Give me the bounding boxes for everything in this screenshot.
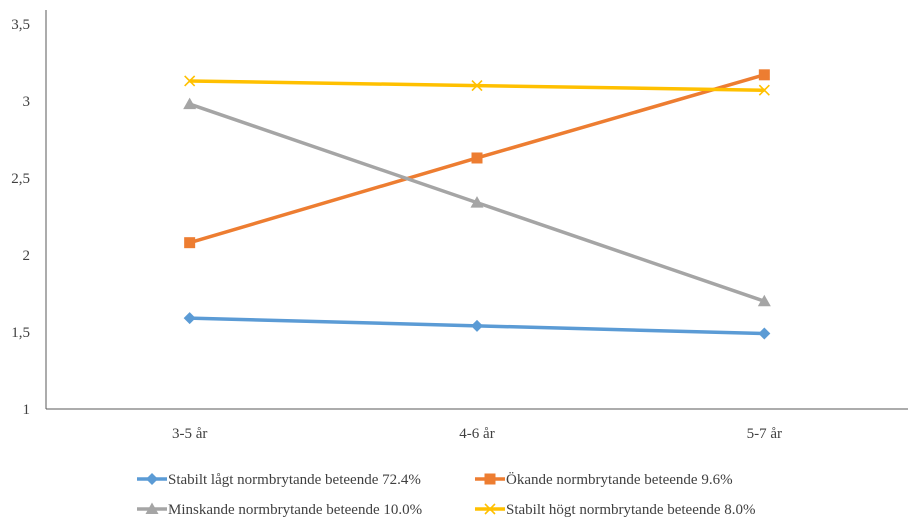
legend-label: Stabilt högt normbrytande beteende 8.0% xyxy=(506,502,756,518)
y-tick-label: 3,5 xyxy=(11,17,30,33)
legend: Stabilt lågt normbrytande beteende 72.4%… xyxy=(137,471,756,518)
data-point xyxy=(183,312,196,325)
legend-marker xyxy=(146,473,158,485)
legend-label: Minskande normbrytande beteende 10.0% xyxy=(168,502,422,518)
data-point xyxy=(758,84,770,96)
legend-label: Stabilt lågt normbrytande beteende 72.4% xyxy=(168,472,421,488)
data-point xyxy=(471,319,483,332)
data-point xyxy=(470,196,484,208)
x-tick-labels: 3-5 år 4-6 år 5-7 år xyxy=(172,426,782,442)
series-1 xyxy=(183,312,771,340)
series-group xyxy=(183,69,771,340)
y-tick-label: 3 xyxy=(23,94,31,110)
data-point xyxy=(183,97,197,110)
data-point xyxy=(758,69,770,81)
legend-label: Ökande normbrytande beteende 9.6% xyxy=(506,471,733,488)
x-tick-label: 4-6 år xyxy=(459,426,494,442)
data-point xyxy=(184,237,196,249)
y-tick-labels: 1 1,5 2 2,5 3 3,5 xyxy=(11,17,30,418)
legend-marker xyxy=(145,502,159,514)
legend-item: Stabilt lågt normbrytande beteende 72.4% xyxy=(137,472,421,488)
data-point xyxy=(757,294,771,307)
legend-item: Stabilt högt normbrytande beteende 8.0% xyxy=(475,502,756,518)
data-point xyxy=(471,80,483,92)
x-tick-label: 5-7 år xyxy=(747,426,782,442)
data-point xyxy=(471,152,483,164)
legend-item: Ökande normbrytande beteende 9.6% xyxy=(475,471,733,488)
legend-marker xyxy=(484,473,496,485)
legend-item: Minskande normbrytande beteende 10.0% xyxy=(137,502,422,518)
legend-marker xyxy=(484,503,496,515)
data-point xyxy=(184,75,196,87)
x-tick-label: 3-5 år xyxy=(172,426,207,442)
y-tick-label: 1 xyxy=(23,402,31,418)
series-2 xyxy=(184,69,770,249)
y-tick-label: 2 xyxy=(23,248,31,264)
axes xyxy=(45,10,908,410)
data-point xyxy=(758,327,771,340)
y-tick-label: 1,5 xyxy=(11,325,30,341)
series-4 xyxy=(184,75,770,96)
y-tick-label: 2,5 xyxy=(11,171,30,187)
series-3 xyxy=(183,97,771,307)
